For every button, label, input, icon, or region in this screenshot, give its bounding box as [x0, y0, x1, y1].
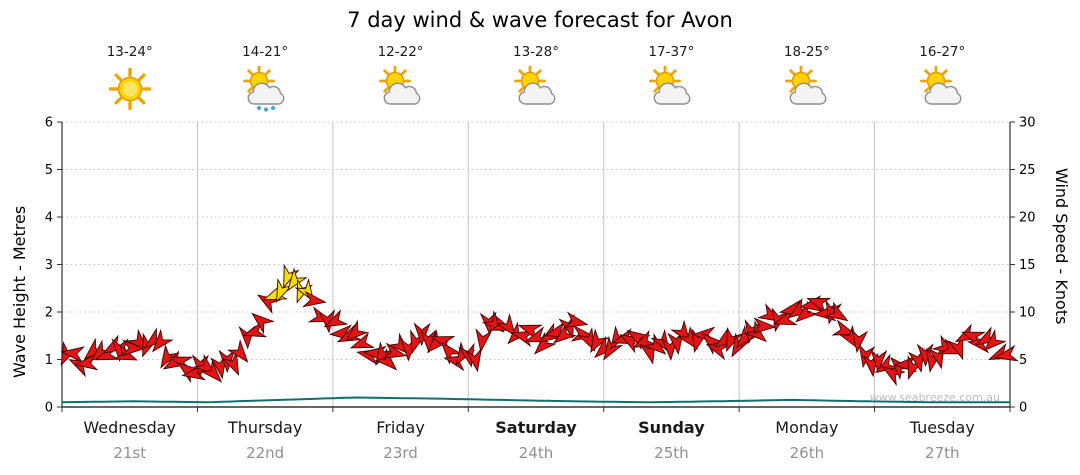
svg-text:3: 3	[45, 258, 53, 273]
weather-icon-sun-cloud	[468, 65, 603, 114]
day-column: 17-37° Sunday 25th	[604, 40, 739, 475]
svg-text:20: 20	[1019, 211, 1036, 226]
day-column: 16-27° Tuesday 27th	[875, 40, 1010, 475]
weather-icon-sun-cloud	[333, 65, 468, 114]
day-name-label: Thursday	[227, 418, 303, 437]
temp-range-label: 13-24°	[106, 44, 153, 60]
watermark: www.seabreeze.com.au	[869, 391, 1000, 404]
weather-icon-sun-cloud	[604, 65, 739, 114]
day-date-label: 23rd	[383, 444, 418, 462]
day-date-label: 22nd	[246, 444, 285, 462]
weather-icon-sun-cloud	[739, 65, 874, 114]
temp-range-label: 18-25°	[783, 44, 830, 60]
temp-range-label: 17-37°	[648, 44, 695, 60]
day-column: 13-24° Wednesday 21st	[62, 40, 197, 475]
day-name-label: Friday	[376, 418, 425, 437]
svg-text:4: 4	[45, 211, 53, 226]
temp-range-label: 16-27°	[919, 44, 966, 60]
svg-text:10: 10	[1019, 306, 1036, 321]
day-name-label: Saturday	[495, 418, 577, 437]
svg-text:2: 2	[45, 306, 53, 321]
weather-icon-sun-showers	[197, 65, 332, 114]
day-date-label: 25th	[654, 444, 689, 462]
svg-text:30: 30	[1019, 116, 1036, 131]
day-name-label: Tuesday	[909, 418, 975, 437]
day-name-label: Sunday	[638, 418, 705, 437]
day-date-label: 27th	[925, 444, 960, 462]
chart-title: 7 day wind & wave forecast for Avon	[347, 8, 733, 32]
day-name-label: Wednesday	[83, 418, 177, 437]
day-column: 13-28° Saturday 24th	[468, 40, 603, 475]
day-column: 12-22° Friday 23rd	[333, 40, 468, 475]
day-date-label: 24th	[518, 444, 554, 462]
svg-text:0: 0	[45, 401, 53, 416]
svg-text:6: 6	[45, 116, 53, 131]
day-name-label: Monday	[775, 418, 839, 437]
svg-text:5: 5	[45, 163, 53, 178]
day-date-label: 21st	[113, 444, 147, 462]
weather-icon-sun-cloud	[875, 65, 1010, 114]
temp-range-label: 13-28°	[513, 44, 559, 60]
weather-icon-sunny	[62, 66, 197, 114]
day-column: 14-21° Thursday 22nd	[197, 40, 332, 475]
day-column: 18-25° Monday 26th	[739, 40, 874, 475]
svg-text:25: 25	[1019, 163, 1036, 178]
temp-range-label: 14-21°	[242, 44, 289, 60]
day-date-label: 26th	[789, 444, 825, 462]
svg-text:15: 15	[1019, 258, 1036, 273]
svg-text:0: 0	[1019, 401, 1027, 416]
svg-text:5: 5	[1019, 353, 1027, 368]
svg-text:1: 1	[45, 353, 53, 368]
temp-range-label: 12-22°	[377, 44, 424, 60]
